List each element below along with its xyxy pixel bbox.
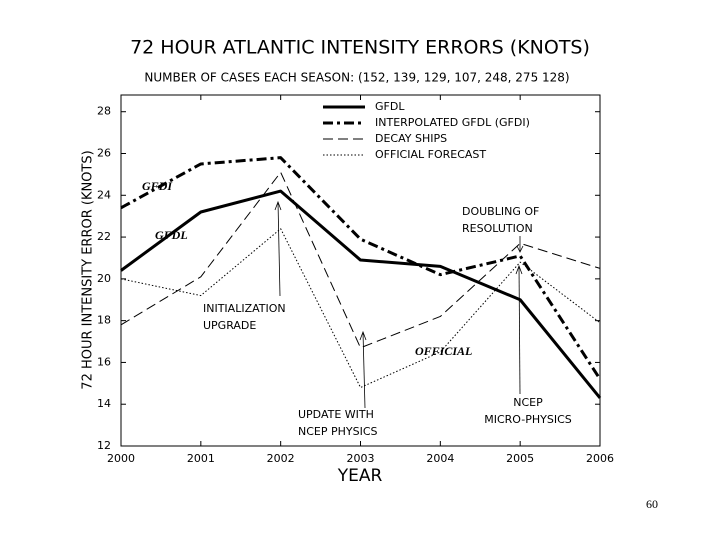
annotation: RESOLUTION <box>462 222 533 235</box>
annotation: DOUBLING OF <box>462 205 539 218</box>
legend-label: INTERPOLATED GFDL (GFDI) <box>375 116 530 129</box>
x-tick-label: 2003 <box>347 452 375 465</box>
y-tick-label: 18 <box>97 314 111 327</box>
annotation: UPGRADE <box>203 319 256 332</box>
series-line <box>120 171 601 349</box>
y-tick-label: 20 <box>97 272 111 285</box>
annotation: UPDATE WITH <box>298 408 374 421</box>
x-tick-label: 2005 <box>506 452 534 465</box>
annotation: NCEP PHYSICS <box>298 425 378 438</box>
legend-label: OFFICIAL FORECAST <box>375 148 486 161</box>
annotation: INITIALIZATION <box>203 302 286 315</box>
y-tick-label: 16 <box>97 355 111 368</box>
y-tick-label: 12 <box>97 439 111 452</box>
y-tick-label: 28 <box>97 105 111 118</box>
annotation: MICRO-PHYSICS <box>484 413 572 426</box>
x-tick-label: 2004 <box>426 452 454 465</box>
annotation: NCEP <box>513 396 543 409</box>
series-line <box>120 228 601 388</box>
y-axis-label: 72 HOUR INTENSITY ERROR (KNOTS) <box>81 150 96 389</box>
y-tick-label: 26 <box>97 147 111 160</box>
y-tick-label: 14 <box>97 397 111 410</box>
x-axis-label: YEAR <box>337 466 383 486</box>
legend-label: DECAY SHIPS <box>375 132 447 145</box>
chart-subtitle: NUMBER OF CASES EACH SEASON: (152, 139, … <box>144 71 569 85</box>
y-tick-label: 24 <box>97 188 111 201</box>
legend-label: GFDL <box>375 100 405 113</box>
annotation: GFDI <box>142 179 173 193</box>
chart-title: 72 HOUR ATLANTIC INTENSITY ERRORS (KNOTS… <box>130 37 590 59</box>
y-tick-label: 22 <box>97 230 111 243</box>
series-line <box>120 156 602 380</box>
annotation-arrows <box>274 200 524 409</box>
page-number: 60 <box>646 497 658 511</box>
series-line <box>120 189 602 399</box>
x-tick-label: 2002 <box>267 452 295 465</box>
x-tick-label: 2001 <box>187 452 215 465</box>
x-tick-label: 2006 <box>586 452 614 465</box>
annotation: OFFICIAL <box>415 344 472 358</box>
annotation: GFDL <box>155 228 188 242</box>
x-tick-label: 2000 <box>107 452 135 465</box>
